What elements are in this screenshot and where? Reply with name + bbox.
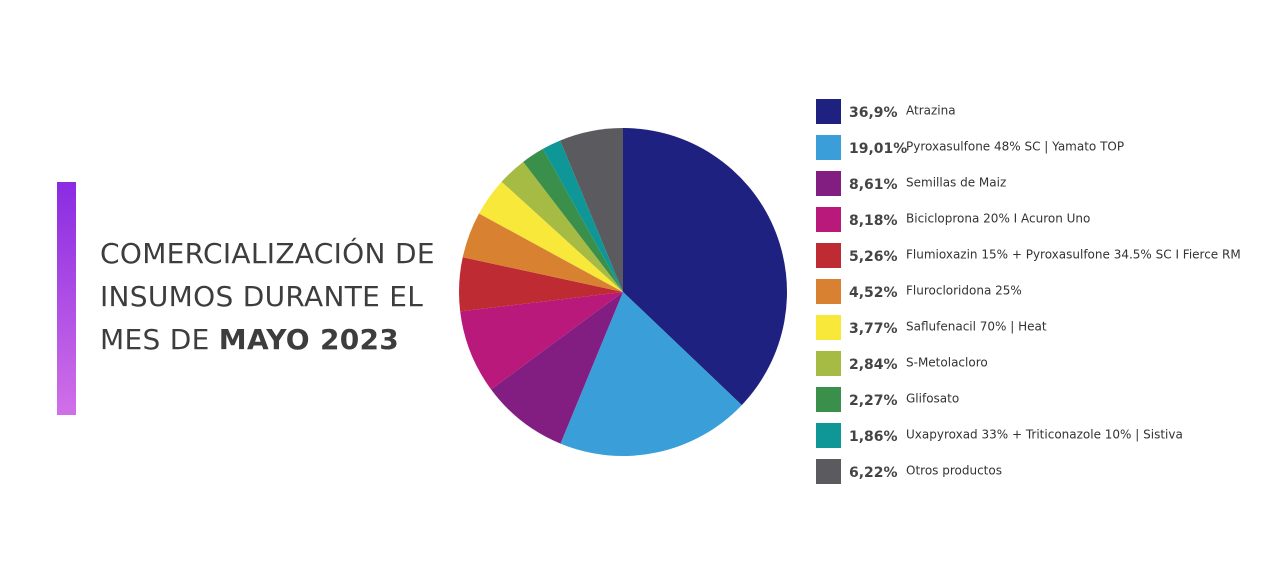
- legend-label: Atrazina: [906, 104, 956, 118]
- legend-value: 2,84%: [849, 357, 898, 373]
- legend-label: Saflufenacil 70% | Heat: [906, 320, 1047, 334]
- legend-value: 3,77%: [849, 321, 898, 337]
- pie-slice: [523, 148, 623, 292]
- legend-swatch: [816, 99, 841, 124]
- legend-value: 8,61%: [849, 177, 898, 193]
- legend-value: 19,01%: [849, 141, 907, 157]
- legend-label: Pyroxasulfone 48% SC | Yamato TOP: [906, 140, 1124, 154]
- pie-slice: [623, 128, 787, 406]
- legend-swatch: [816, 315, 841, 340]
- pie-slice: [491, 292, 623, 444]
- legend-swatch: [816, 387, 841, 412]
- legend-label: Semillas de Maiz: [906, 176, 1006, 190]
- legend-label: S-Metolacloro: [906, 356, 988, 370]
- legend-value: 6,22%: [849, 465, 898, 481]
- pie-slice: [460, 292, 623, 390]
- legend-value: 8,18%: [849, 213, 898, 229]
- title-emphasis: MAYO 2023: [218, 323, 400, 356]
- legend-swatch: [816, 135, 841, 160]
- legend-value: 4,52%: [849, 285, 898, 301]
- legend-label: Flumioxazin 15% + Pyroxasulfone 34.5% SC…: [906, 248, 1241, 262]
- legend-swatch: [816, 243, 841, 268]
- legend-value: 36,9%: [849, 105, 898, 121]
- legend-swatch: [816, 459, 841, 484]
- legend-swatch: [816, 171, 841, 196]
- title-line: INSUMOS DURANTE EL: [100, 280, 424, 313]
- legend-swatch: [816, 423, 841, 448]
- pie-slice: [501, 161, 623, 292]
- legend-swatch: [816, 207, 841, 232]
- pie-slice: [462, 213, 623, 292]
- pie-slice: [560, 128, 623, 292]
- pie-slice: [459, 257, 623, 312]
- pie-slice: [479, 181, 623, 292]
- chart-title: COMERCIALIZACIÓN DE INSUMOS DURANTE EL M…: [100, 232, 435, 361]
- legend-value: 1,86%: [849, 429, 898, 445]
- pie-slice: [560, 292, 742, 456]
- legend-label: Glifosato: [906, 392, 959, 406]
- legend-label: Flurocloridona 25%: [906, 284, 1022, 298]
- legend-label: Uxapyroxad 33% + Triticonazole 10% | Sis…: [906, 428, 1183, 442]
- title-line: MES DE: [100, 323, 210, 356]
- legend-swatch: [816, 279, 841, 304]
- pie-slice: [542, 140, 623, 292]
- legend-label: Otros productos: [906, 464, 1002, 478]
- legend-value: 2,27%: [849, 393, 898, 409]
- title-line: COMERCIALIZACIÓN DE: [100, 237, 435, 270]
- legend-label: Bicicloprona 20% I Acuron Uno: [906, 212, 1090, 226]
- accent-bar: [57, 182, 76, 415]
- legend-swatch: [816, 351, 841, 376]
- legend-value: 5,26%: [849, 249, 898, 265]
